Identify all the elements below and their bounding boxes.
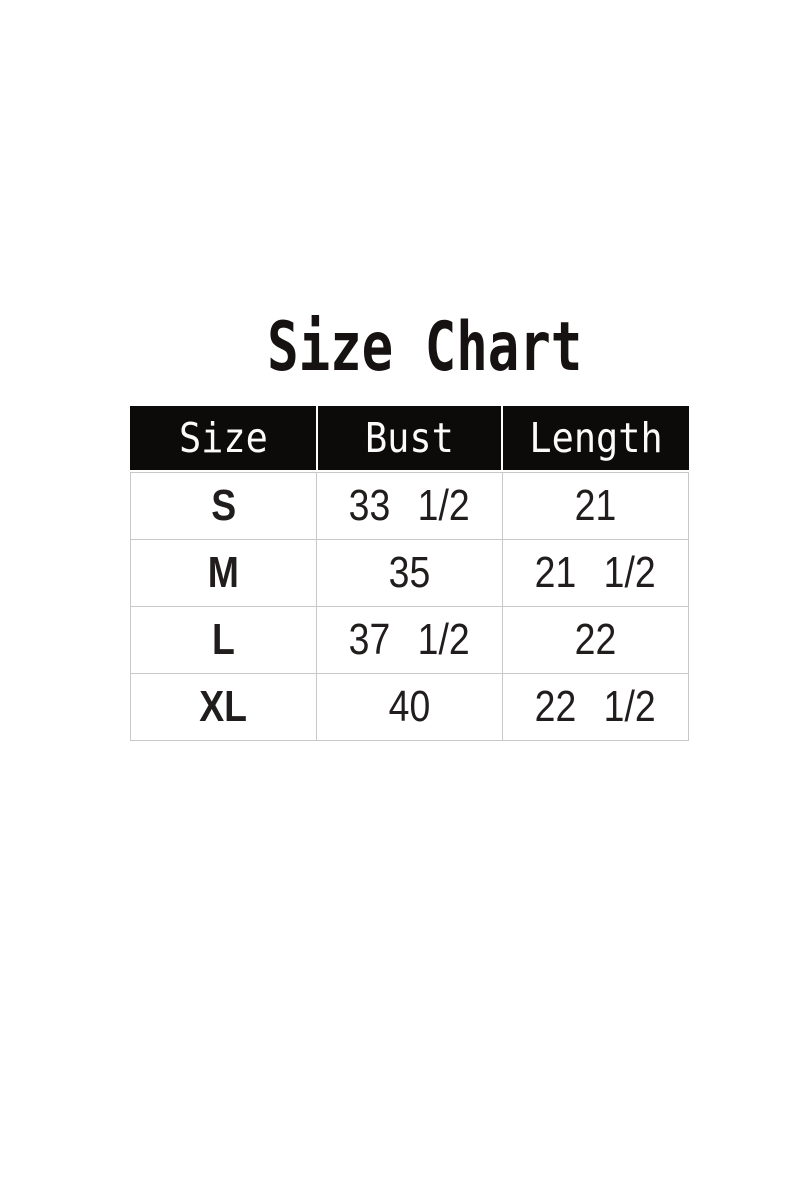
cell-value: 35 xyxy=(388,548,431,597)
table-row-l-length-cell: 22 xyxy=(503,607,688,673)
cell-value: S xyxy=(211,481,236,530)
table-row-xl-size-cell: XL xyxy=(131,674,316,740)
cell-value: 37 1/2 xyxy=(349,615,470,664)
table-row-s-size-cell: S xyxy=(131,473,316,539)
header-cell-size: Size xyxy=(130,406,316,470)
cell-value: 21 1/2 xyxy=(535,548,656,597)
table-row-l-bust-cell: 37 1/2 xyxy=(317,607,502,673)
cell-value: M xyxy=(207,548,240,597)
table-row-m-size-cell: M xyxy=(131,540,316,606)
table-row-xl-bust-cell: 40 xyxy=(317,674,502,740)
cell-value: 33 1/2 xyxy=(349,481,470,530)
cell-value: XL xyxy=(199,682,248,731)
cell-value: 22 xyxy=(574,615,617,664)
cell-value: 40 xyxy=(388,682,431,731)
header-label-size: Size xyxy=(178,414,268,462)
page-title: Size Chart xyxy=(267,308,583,387)
header-cell-bust: Bust xyxy=(318,406,501,470)
cell-value: 22 1/2 xyxy=(535,682,656,731)
cell-value: L xyxy=(212,615,235,664)
table-row-xl-length-cell: 22 1/2 xyxy=(503,674,688,740)
table-body: S 33 1/2 21 M 35 21 1/2 L 37 1/2 22 XL xyxy=(130,472,689,741)
table-row-l-size-cell: L xyxy=(131,607,316,673)
table-row-m-bust-cell: 35 xyxy=(317,540,502,606)
size-chart-table: Size Bust Length S 33 1/2 21 M 35 21 1/2… xyxy=(130,406,689,741)
header-label-length: Length xyxy=(529,414,663,462)
table-row-m-length-cell: 21 1/2 xyxy=(503,540,688,606)
table-row-s-length-cell: 21 xyxy=(503,473,688,539)
header-label-bust: Bust xyxy=(365,414,454,462)
cell-value: 21 xyxy=(574,481,617,530)
table-row-s-bust-cell: 33 1/2 xyxy=(317,473,502,539)
page-title-container: Size Chart xyxy=(0,314,800,382)
table-header-row: Size Bust Length xyxy=(130,406,689,470)
header-cell-length: Length xyxy=(503,406,689,470)
